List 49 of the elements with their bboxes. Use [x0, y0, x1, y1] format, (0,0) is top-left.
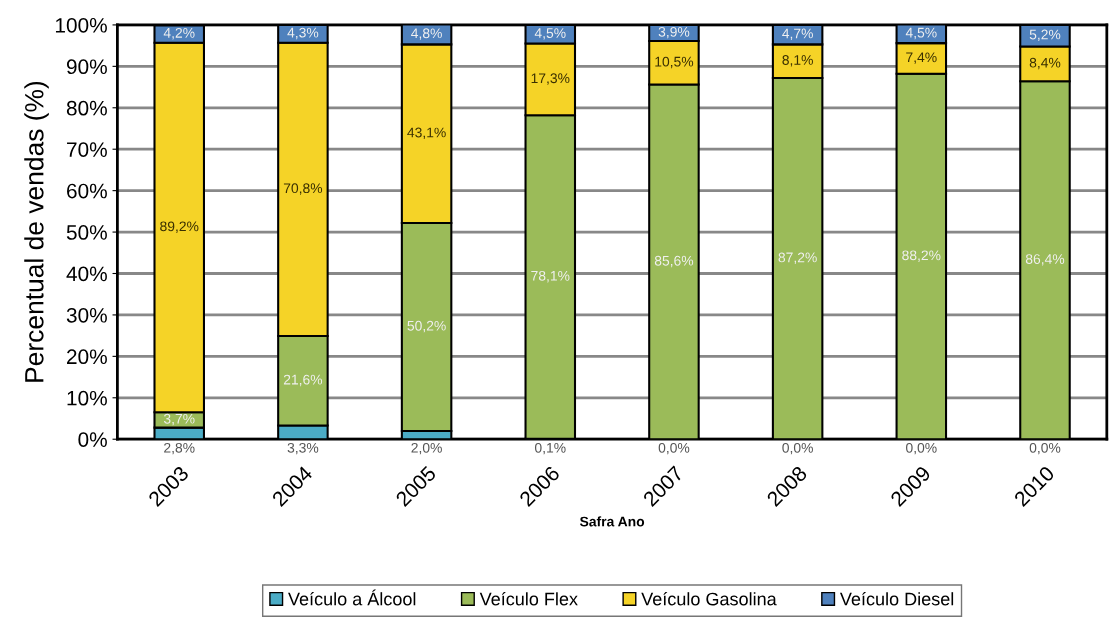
data-label: 0,0% — [1029, 442, 1061, 455]
data-label: 8,4% — [1029, 57, 1061, 70]
data-label: 3,9% — [658, 26, 690, 39]
y-tick-label: 60% — [67, 183, 107, 199]
data-label: 50,2% — [407, 320, 446, 333]
data-label: 4,3% — [287, 27, 319, 40]
data-label: 78,1% — [531, 270, 570, 283]
data-label: 0,0% — [906, 442, 937, 455]
data-label: 88,2% — [902, 250, 941, 262]
y-tick-label: 90% — [66, 59, 107, 75]
legend-label: Veículo Diesel — [839, 591, 954, 606]
legend-label: Veículo Gasolina — [641, 591, 777, 606]
data-label: 21,6% — [283, 374, 323, 387]
data-label: 85,6% — [654, 255, 694, 268]
y-tick-label: 0% — [78, 432, 107, 447]
legend-label: Veículo Flex — [479, 591, 578, 606]
data-label: 0,0% — [782, 442, 813, 455]
y-tick-label: 10% — [67, 390, 107, 406]
y-tick-label: 50% — [66, 225, 107, 240]
x-axis-title: Safra Ano — [579, 516, 645, 527]
data-label: 8,1% — [782, 55, 813, 67]
data-label: 3,3% — [287, 442, 319, 455]
data-label: 4,5% — [534, 28, 566, 40]
data-label: 4,8% — [411, 28, 442, 40]
data-label: 70,8% — [283, 183, 323, 195]
y-tick-label: 30% — [66, 307, 107, 323]
data-label: 3,7% — [163, 413, 195, 426]
data-label: 4,2% — [163, 27, 195, 40]
data-label: 17,3% — [531, 73, 570, 85]
data-label: 2,8% — [164, 442, 195, 455]
data-label: 0,1% — [534, 442, 566, 455]
data-label: 7,4% — [906, 52, 937, 64]
y-tick-label: 40% — [66, 266, 107, 282]
data-label: 5,2% — [1029, 29, 1061, 42]
data-label: 0,0% — [658, 442, 690, 455]
data-label: 2,0% — [411, 442, 442, 455]
y-tick-label: 20% — [67, 349, 107, 365]
y-axis-title: Percentual de vendas (%) — [24, 81, 49, 382]
y-tick-label: 70% — [67, 142, 107, 157]
data-label: 10,5% — [655, 56, 694, 69]
data-label: 87,2% — [778, 252, 817, 264]
data-label: 43,1% — [407, 127, 446, 140]
data-label: 86,4% — [1025, 254, 1065, 266]
data-label: 4,5% — [905, 27, 937, 40]
y-tick-label: 100% — [55, 17, 107, 33]
data-label: 4,7% — [782, 28, 813, 41]
legend-label: Veículo a Álcool — [288, 589, 416, 606]
data-label: 89,2% — [160, 221, 199, 233]
y-tick-label: 80% — [66, 100, 107, 116]
